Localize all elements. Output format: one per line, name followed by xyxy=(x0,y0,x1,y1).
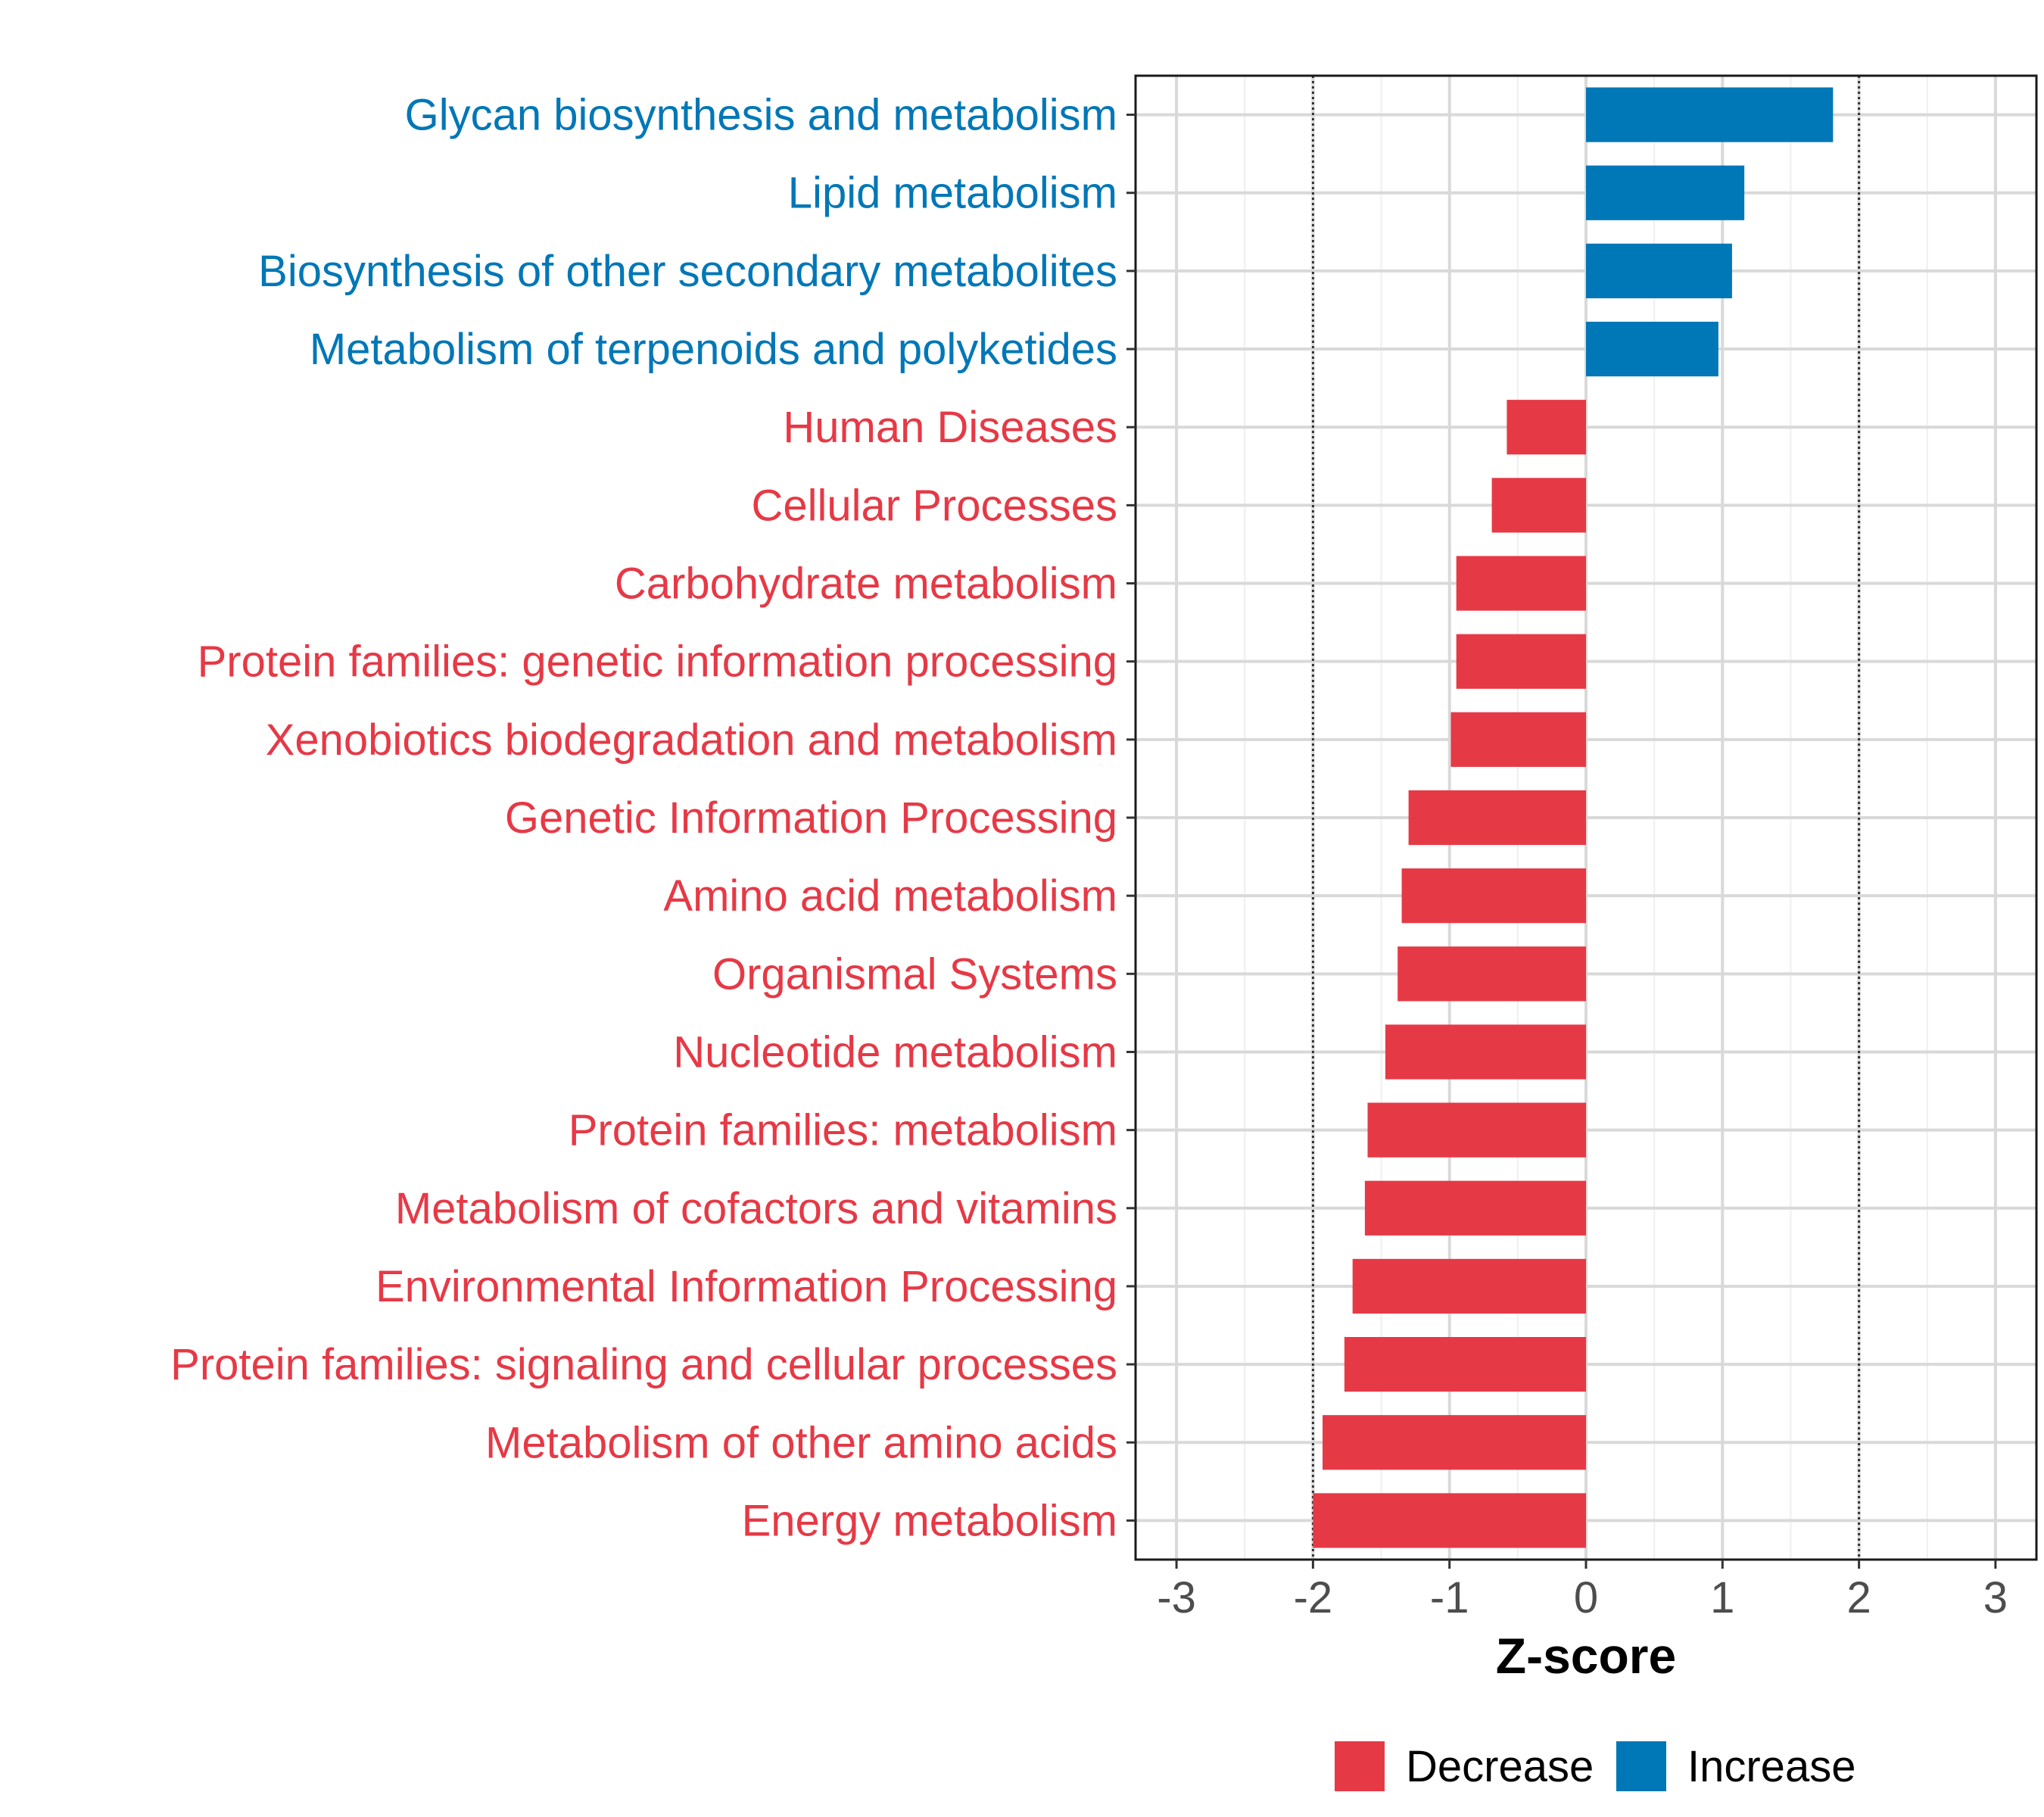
category-label: Genetic Information Processing xyxy=(505,793,1117,843)
bar xyxy=(1450,712,1586,767)
legend-label-increase: Increase xyxy=(1687,1742,1855,1791)
x-tick-label: 1 xyxy=(1710,1573,1734,1622)
bar xyxy=(1586,87,1834,142)
bar xyxy=(1401,868,1586,924)
bar xyxy=(1397,946,1586,1002)
bar xyxy=(1507,400,1586,455)
bar xyxy=(1456,556,1586,611)
bar xyxy=(1352,1258,1586,1314)
bar xyxy=(1385,1024,1586,1080)
bar xyxy=(1586,165,1745,220)
category-label: Xenobiotics biodegradation and metabolis… xyxy=(266,715,1117,765)
legend-swatch-decrease xyxy=(1335,1741,1385,1791)
bar xyxy=(1586,243,1732,298)
bar xyxy=(1491,478,1586,533)
bar xyxy=(1313,1493,1586,1548)
bar xyxy=(1586,321,1718,377)
bar xyxy=(1408,790,1586,846)
legend-swatch-increase xyxy=(1616,1741,1666,1791)
bars xyxy=(1313,87,1834,1548)
bar xyxy=(1367,1102,1586,1158)
bar xyxy=(1456,634,1586,689)
x-tick-label: -1 xyxy=(1430,1573,1469,1622)
bar xyxy=(1364,1180,1586,1236)
category-label: Energy metabolism xyxy=(742,1496,1117,1545)
category-label: Protein families: signaling and cellular… xyxy=(170,1340,1117,1389)
category-labels: Glycan biosynthesis and metabolism Lipid … xyxy=(170,91,1117,1546)
legend-label-decrease: Decrease xyxy=(1406,1742,1594,1791)
category-label: Metabolism of cofactors and vitamins xyxy=(395,1184,1117,1233)
category-label: Organismal Systems xyxy=(712,949,1117,999)
x-axis-ticks: -3 -2 -1 0 1 2 3 xyxy=(1157,1560,2008,1622)
category-label: Glycan biosynthesis and metabolism xyxy=(405,91,1117,140)
x-axis-title: Z-score xyxy=(1496,1628,1676,1684)
x-tick-label: -2 xyxy=(1294,1573,1333,1622)
category-label: Protein families: genetic information pr… xyxy=(198,637,1117,687)
category-label: Metabolism of other amino acids xyxy=(485,1418,1117,1467)
category-label: Lipid metabolism xyxy=(788,169,1117,218)
x-tick-label: -3 xyxy=(1157,1573,1196,1622)
bar xyxy=(1344,1337,1586,1392)
category-label: Cellular Processes xyxy=(751,481,1117,530)
category-label: Biosynthesis of other secondary metaboli… xyxy=(258,247,1117,296)
category-label: Nucleotide metabolism xyxy=(673,1027,1117,1077)
category-label: Human Diseases xyxy=(783,403,1117,452)
category-label: Protein families: metabolism xyxy=(569,1106,1117,1155)
bar xyxy=(1323,1415,1586,1470)
reference-lines xyxy=(1311,76,1861,1560)
category-label: Environmental Information Processing xyxy=(375,1262,1117,1311)
category-label: Metabolism of terpenoids and polyketides xyxy=(310,325,1117,374)
category-label: Carbohydrate metabolism xyxy=(615,559,1117,609)
y-axis-ticks xyxy=(1126,114,1136,1522)
x-tick-label: 0 xyxy=(1574,1573,1598,1622)
x-tick-label: 2 xyxy=(1846,1573,1871,1622)
category-label: Amino acid metabolism xyxy=(663,871,1117,921)
x-tick-label: 3 xyxy=(1983,1573,2008,1622)
legend: Decrease Increase xyxy=(1335,1741,1855,1791)
